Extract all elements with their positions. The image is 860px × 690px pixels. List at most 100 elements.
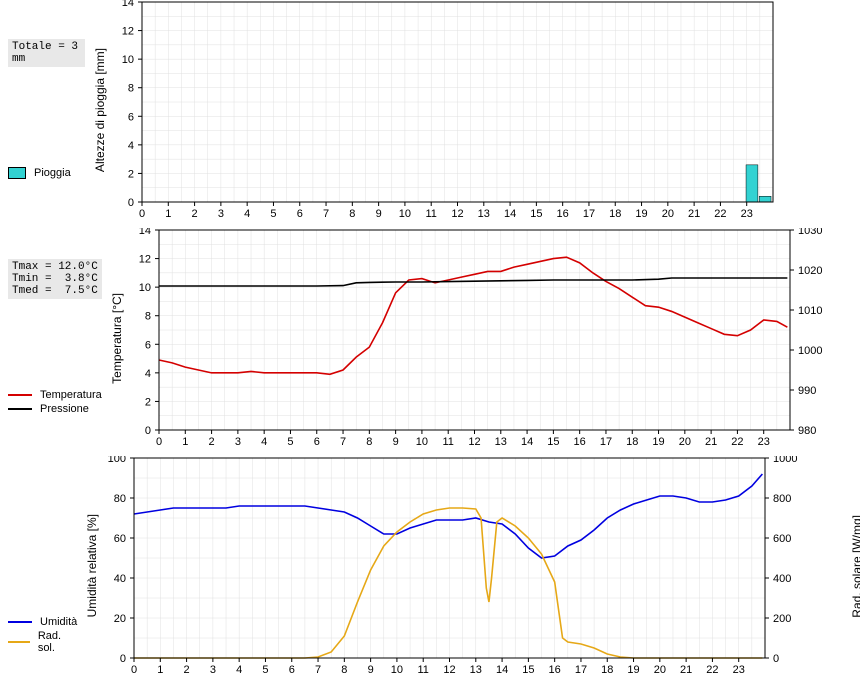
svg-text:200: 200 xyxy=(773,613,791,625)
svg-text:20: 20 xyxy=(654,664,666,676)
y-axis-label-left-2: Temperatura [°C] xyxy=(110,293,124,384)
chart-2: 0246810121498099010001010102010300123456… xyxy=(124,228,860,448)
svg-text:7: 7 xyxy=(315,664,321,676)
svg-text:800: 800 xyxy=(773,493,791,505)
svg-text:12: 12 xyxy=(451,208,463,220)
svg-text:4: 4 xyxy=(261,436,267,448)
svg-text:9: 9 xyxy=(392,436,398,448)
svg-text:12: 12 xyxy=(122,26,134,38)
svg-text:23: 23 xyxy=(741,208,753,220)
chart-3: 0204060801000200400600800100001234567891… xyxy=(99,456,850,676)
svg-text:0: 0 xyxy=(773,653,779,665)
svg-text:22: 22 xyxy=(707,664,719,676)
svg-text:23: 23 xyxy=(733,664,745,676)
legend-temperatura: Temperatura xyxy=(8,389,102,401)
svg-text:8: 8 xyxy=(145,311,151,323)
svg-text:23: 23 xyxy=(757,436,769,448)
svg-text:1030: 1030 xyxy=(798,228,822,237)
svg-text:5: 5 xyxy=(263,664,269,676)
svg-text:18: 18 xyxy=(609,208,621,220)
svg-text:16: 16 xyxy=(573,436,585,448)
svg-text:400: 400 xyxy=(773,573,791,585)
svg-text:8: 8 xyxy=(366,436,372,448)
svg-text:1020: 1020 xyxy=(798,265,822,277)
svg-text:18: 18 xyxy=(626,436,638,448)
svg-text:6: 6 xyxy=(297,208,303,220)
svg-text:14: 14 xyxy=(139,228,151,237)
svg-text:13: 13 xyxy=(494,436,506,448)
svg-text:6: 6 xyxy=(145,339,151,351)
svg-text:40: 40 xyxy=(114,573,126,585)
svg-text:19: 19 xyxy=(635,208,647,220)
svg-text:1: 1 xyxy=(158,664,164,676)
svg-text:980: 980 xyxy=(798,425,816,437)
svg-text:1010: 1010 xyxy=(798,305,822,317)
svg-text:4: 4 xyxy=(145,368,151,380)
svg-text:8: 8 xyxy=(128,83,134,95)
svg-text:80: 80 xyxy=(114,493,126,505)
svg-text:20: 20 xyxy=(662,208,674,220)
svg-text:2: 2 xyxy=(128,168,134,180)
svg-text:10: 10 xyxy=(399,208,411,220)
svg-text:22: 22 xyxy=(731,436,743,448)
svg-text:2: 2 xyxy=(192,208,198,220)
svg-text:11: 11 xyxy=(442,436,453,448)
svg-text:21: 21 xyxy=(680,664,692,676)
stats-box-pioggia: Totale = 3 mm xyxy=(8,39,85,67)
y-axis-label-right-3: Rad. solare [W/mq] xyxy=(850,515,860,618)
svg-text:6: 6 xyxy=(289,664,295,676)
svg-text:0: 0 xyxy=(139,208,145,220)
svg-text:0: 0 xyxy=(131,664,137,676)
svg-text:15: 15 xyxy=(547,436,559,448)
svg-text:3: 3 xyxy=(235,436,241,448)
svg-text:3: 3 xyxy=(218,208,224,220)
svg-text:1000: 1000 xyxy=(773,456,797,465)
svg-text:60: 60 xyxy=(114,533,126,545)
svg-text:15: 15 xyxy=(523,664,535,676)
svg-text:10: 10 xyxy=(391,664,403,676)
svg-text:2: 2 xyxy=(184,664,190,676)
svg-text:10: 10 xyxy=(139,282,151,294)
svg-text:17: 17 xyxy=(575,664,587,676)
svg-text:19: 19 xyxy=(652,436,664,448)
svg-text:19: 19 xyxy=(628,664,640,676)
svg-text:12: 12 xyxy=(468,436,480,448)
legend-pressione: Pressione xyxy=(8,403,102,415)
y-axis-label-left-3: Umidità relativa [%] xyxy=(85,514,99,617)
svg-text:0: 0 xyxy=(120,653,126,665)
svg-text:5: 5 xyxy=(270,208,276,220)
svg-text:0: 0 xyxy=(145,425,151,437)
svg-text:18: 18 xyxy=(601,664,613,676)
y-axis-label-left-1: Altezze di pioggia [mm] xyxy=(93,48,107,172)
svg-text:9: 9 xyxy=(368,664,374,676)
svg-text:4: 4 xyxy=(236,664,242,676)
svg-text:20: 20 xyxy=(679,436,691,448)
svg-text:100: 100 xyxy=(108,456,126,465)
svg-text:11: 11 xyxy=(425,208,436,220)
svg-text:20: 20 xyxy=(114,613,126,625)
svg-text:17: 17 xyxy=(583,208,595,220)
svg-text:6: 6 xyxy=(128,111,134,123)
svg-text:14: 14 xyxy=(496,664,508,676)
svg-text:4: 4 xyxy=(128,140,134,152)
svg-text:16: 16 xyxy=(557,208,569,220)
svg-text:0: 0 xyxy=(128,197,134,209)
svg-text:8: 8 xyxy=(349,208,355,220)
svg-text:13: 13 xyxy=(478,208,490,220)
svg-text:990: 990 xyxy=(798,385,816,397)
svg-text:12: 12 xyxy=(139,254,151,266)
svg-text:13: 13 xyxy=(470,664,482,676)
svg-text:9: 9 xyxy=(376,208,382,220)
svg-text:11: 11 xyxy=(418,664,429,676)
svg-text:0: 0 xyxy=(156,436,162,448)
svg-text:8: 8 xyxy=(342,664,348,676)
svg-text:5: 5 xyxy=(287,436,293,448)
legend-umidità: Umidità xyxy=(8,616,77,628)
svg-text:21: 21 xyxy=(705,436,717,448)
svg-text:1: 1 xyxy=(165,208,171,220)
svg-text:10: 10 xyxy=(416,436,428,448)
svg-text:14: 14 xyxy=(122,0,134,9)
svg-text:16: 16 xyxy=(549,664,561,676)
svg-text:3: 3 xyxy=(210,664,216,676)
svg-text:21: 21 xyxy=(688,208,700,220)
